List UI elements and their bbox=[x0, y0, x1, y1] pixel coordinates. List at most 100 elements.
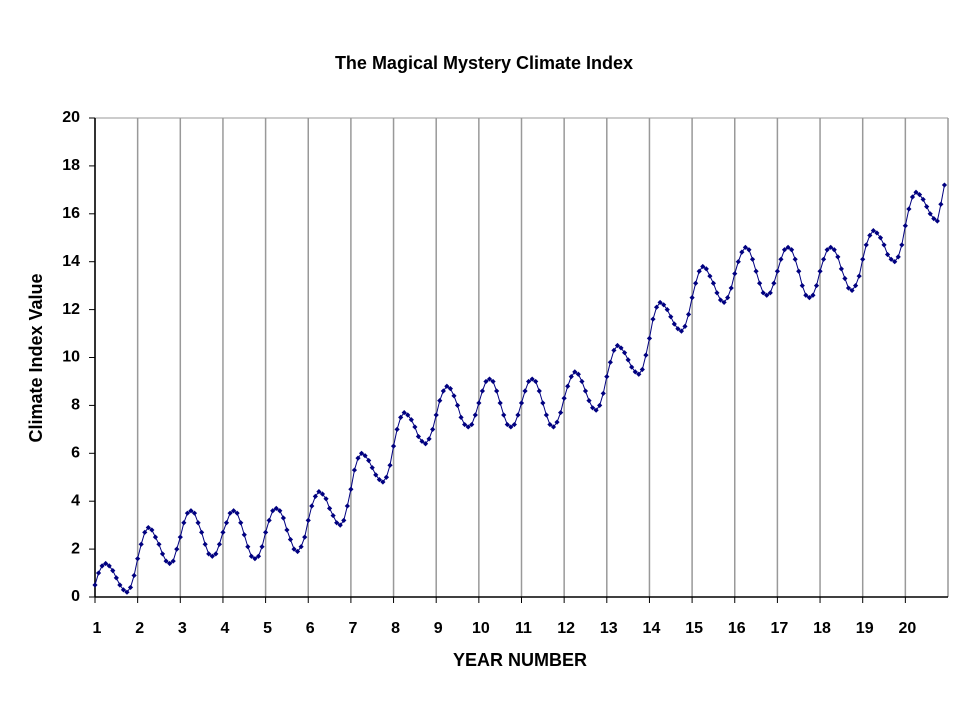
data-point bbox=[341, 517, 347, 523]
data-point bbox=[430, 426, 436, 432]
data-point bbox=[927, 211, 933, 217]
data-point bbox=[291, 546, 297, 552]
data-point bbox=[376, 477, 382, 483]
x-tick-label: 15 bbox=[685, 620, 703, 637]
x-tick-label: 3 bbox=[178, 620, 187, 637]
data-point bbox=[547, 421, 553, 428]
data-point bbox=[526, 378, 532, 385]
data-point bbox=[99, 563, 105, 569]
data-point bbox=[721, 299, 727, 306]
data-point bbox=[877, 235, 884, 241]
data-point bbox=[174, 546, 180, 552]
data-point bbox=[188, 508, 194, 514]
data-point bbox=[95, 570, 102, 576]
data-point bbox=[170, 558, 176, 564]
data-point bbox=[334, 520, 340, 526]
data-point bbox=[558, 409, 564, 416]
data-point bbox=[813, 283, 820, 289]
data-point bbox=[469, 421, 475, 428]
data-point bbox=[735, 259, 741, 265]
data-point bbox=[266, 517, 272, 523]
data-point bbox=[671, 321, 677, 327]
data-point bbox=[234, 510, 240, 516]
y-tick-label: 18 bbox=[62, 157, 80, 174]
data-point bbox=[753, 268, 759, 274]
data-point bbox=[710, 280, 717, 286]
data-point bbox=[440, 388, 446, 394]
data-point bbox=[515, 412, 521, 418]
data-point bbox=[550, 424, 557, 430]
data-point bbox=[199, 529, 205, 535]
data-point bbox=[277, 508, 283, 514]
data-point bbox=[614, 342, 621, 349]
data-point bbox=[902, 223, 908, 229]
data-point bbox=[216, 541, 223, 547]
data-point bbox=[806, 295, 812, 301]
data-point bbox=[213, 551, 219, 557]
data-point bbox=[131, 572, 137, 579]
data-point bbox=[703, 266, 709, 272]
data-point bbox=[924, 204, 930, 210]
data-point bbox=[792, 256, 798, 262]
data-point bbox=[422, 441, 429, 447]
data-point bbox=[447, 386, 454, 392]
data-point bbox=[575, 371, 581, 377]
data-point bbox=[757, 280, 763, 286]
data-point bbox=[355, 455, 361, 461]
data-point bbox=[366, 457, 372, 464]
data-point bbox=[362, 453, 368, 459]
y-tick-label: 8 bbox=[71, 397, 80, 414]
data-point bbox=[383, 474, 390, 480]
data-point bbox=[661, 302, 667, 308]
data-point bbox=[597, 402, 603, 408]
data-point bbox=[629, 364, 635, 370]
data-point bbox=[799, 283, 805, 289]
data-point bbox=[852, 283, 859, 289]
data-point bbox=[849, 287, 855, 294]
y-tick-label: 14 bbox=[62, 253, 80, 270]
data-point bbox=[415, 433, 422, 440]
data-point bbox=[668, 314, 674, 320]
data-point bbox=[881, 242, 887, 248]
data-point bbox=[689, 295, 695, 301]
data-point bbox=[728, 285, 734, 291]
data-point bbox=[725, 295, 731, 301]
data-point bbox=[494, 388, 500, 394]
data-point bbox=[302, 534, 308, 540]
data-point bbox=[195, 520, 201, 526]
data-point bbox=[284, 527, 290, 533]
data-point bbox=[611, 347, 617, 353]
data-point bbox=[938, 201, 944, 207]
data-point bbox=[664, 307, 670, 313]
data-point bbox=[106, 563, 112, 569]
data-point bbox=[522, 388, 528, 394]
data-point bbox=[874, 230, 880, 236]
data-point bbox=[593, 407, 599, 413]
y-tick-label: 20 bbox=[62, 109, 80, 126]
data-point bbox=[554, 419, 560, 425]
data-point bbox=[156, 541, 162, 547]
data-point bbox=[426, 436, 432, 442]
data-point bbox=[145, 524, 151, 531]
data-point bbox=[856, 273, 862, 279]
data-point bbox=[501, 412, 507, 418]
y-tick-label: 10 bbox=[62, 349, 80, 366]
data-point bbox=[220, 529, 226, 535]
data-point bbox=[739, 249, 745, 255]
data-point bbox=[675, 326, 681, 332]
y-tick-label: 4 bbox=[71, 492, 80, 509]
data-point bbox=[184, 510, 191, 516]
data-point bbox=[568, 374, 574, 380]
data-point bbox=[209, 553, 215, 559]
data-point bbox=[650, 316, 656, 322]
x-tick-label: 17 bbox=[771, 620, 789, 637]
y-tick-label: 2 bbox=[71, 540, 80, 557]
data-point bbox=[518, 400, 525, 406]
data-point bbox=[255, 553, 262, 559]
x-tick-label: 2 bbox=[135, 620, 144, 637]
data-point bbox=[231, 508, 237, 514]
data-point bbox=[565, 383, 571, 389]
data-point bbox=[476, 400, 482, 406]
data-point bbox=[824, 247, 830, 253]
data-point bbox=[135, 556, 141, 562]
